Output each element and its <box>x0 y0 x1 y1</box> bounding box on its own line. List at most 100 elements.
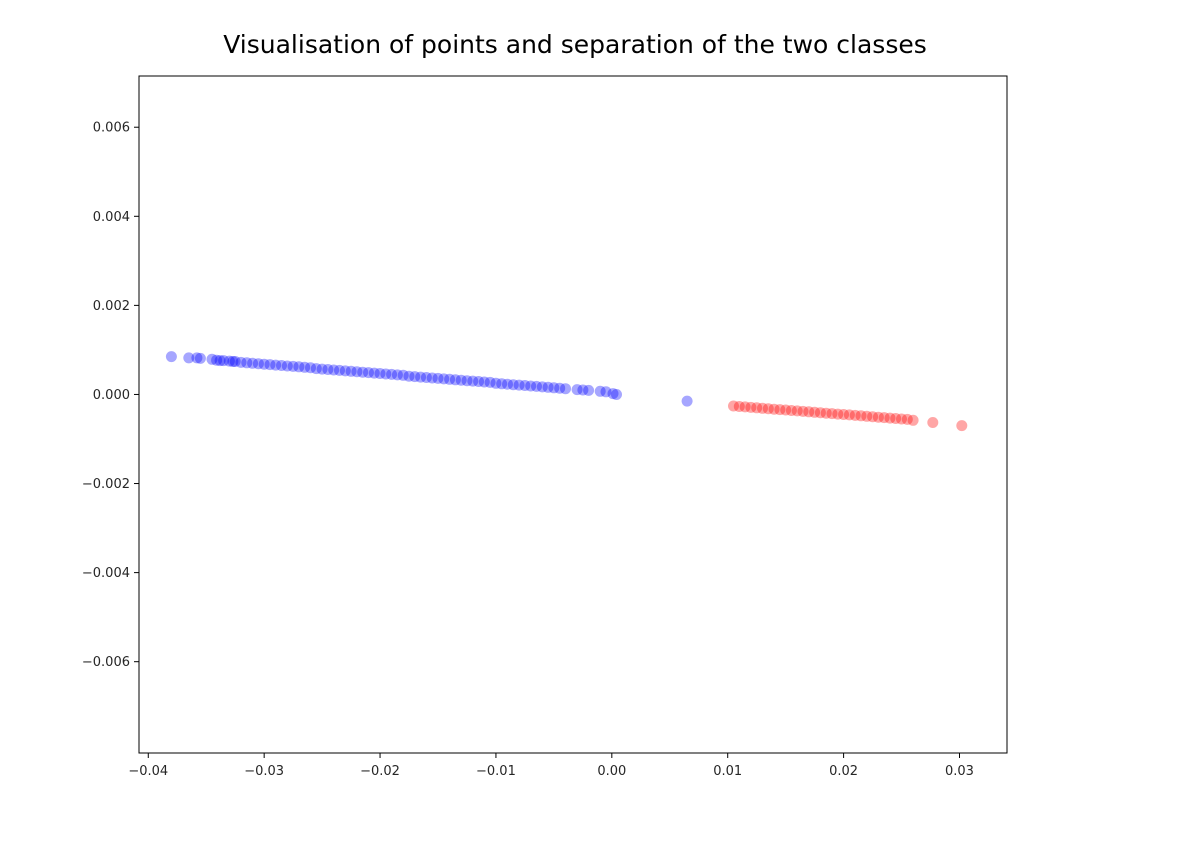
data-point-series-1 <box>397 369 409 381</box>
data-point-series-1 <box>611 389 622 400</box>
data-point-series-1 <box>305 362 316 374</box>
data-point-series-1 <box>432 372 444 384</box>
x-tick-label: 0.03 <box>945 764 974 779</box>
points-layer <box>165 351 968 432</box>
data-point-series-1 <box>496 378 508 390</box>
data-point-series-1 <box>310 363 322 375</box>
data-point-series-1 <box>345 365 357 377</box>
data-point-series-1 <box>368 367 380 379</box>
data-point-series-1 <box>351 366 363 378</box>
data-point-series-1 <box>281 360 293 372</box>
data-point-series-1 <box>218 355 230 367</box>
data-point-series-1 <box>386 368 398 380</box>
data-point-series-2 <box>768 403 780 415</box>
x-tick-label: 0.00 <box>597 764 626 779</box>
x-tick-label: −0.03 <box>244 764 284 779</box>
data-point-series-2 <box>797 405 809 417</box>
data-point-series-1 <box>293 361 305 373</box>
data-point-series-1 <box>577 384 589 396</box>
data-point-series-1 <box>403 370 415 382</box>
data-point-series-2 <box>814 407 826 419</box>
y-tick-label: 0.002 <box>93 299 130 314</box>
data-point-series-1 <box>536 381 548 393</box>
data-point-series-1 <box>357 366 369 378</box>
data-point-series-2 <box>832 408 844 420</box>
y-tick-label: −0.006 <box>82 655 130 670</box>
data-point-series-1 <box>374 368 386 379</box>
data-point-series-1 <box>525 380 537 392</box>
data-point-series-1 <box>339 365 351 377</box>
data-point-series-1 <box>322 364 334 375</box>
data-point-series-1 <box>328 364 340 376</box>
data-point-series-2 <box>901 413 913 425</box>
data-point-series-1 <box>560 383 571 395</box>
data-point-series-2 <box>774 404 786 416</box>
data-point-series-1 <box>223 355 235 367</box>
data-point-series-2 <box>757 402 768 414</box>
data-point-series-2 <box>809 406 821 418</box>
y-tick-label: 0.004 <box>93 210 130 225</box>
data-point-series-1 <box>380 368 392 380</box>
data-point-series-1 <box>252 358 264 370</box>
x-axis-ticks: −0.04 −0.03 −0.02 −0.01 0.00 0.01 0.02 0.03 <box>128 753 974 779</box>
data-point-series-2 <box>838 409 850 420</box>
data-point-series-1 <box>455 374 467 386</box>
x-tick-label: −0.04 <box>128 764 168 779</box>
data-point-series-2 <box>803 406 815 418</box>
data-point-series-1 <box>227 356 239 367</box>
data-point-series-1 <box>594 385 606 397</box>
data-point-series-1 <box>247 357 259 369</box>
data-point-series-2 <box>867 411 879 423</box>
data-point-series-1 <box>600 386 612 398</box>
data-point-series-1 <box>299 361 311 373</box>
data-point-series-2 <box>826 408 838 420</box>
data-point-series-1 <box>270 359 282 371</box>
data-point-series-2 <box>872 411 884 423</box>
data-point-series-1 <box>571 384 583 396</box>
y-tick-label: −0.002 <box>82 477 130 492</box>
data-point-series-2 <box>791 405 803 417</box>
data-point-series-2 <box>733 401 745 412</box>
data-point-series-2 <box>820 407 832 419</box>
chart-title: Visualisation of points and separation o… <box>223 30 927 59</box>
data-point-series-1 <box>554 382 566 394</box>
data-point-series-1 <box>490 377 502 389</box>
data-point-series-1 <box>420 372 432 383</box>
y-tick-label: 0.000 <box>93 388 130 403</box>
data-point-series-1 <box>583 384 595 396</box>
data-point-series-2 <box>896 413 907 425</box>
data-point-series-1 <box>165 351 177 363</box>
data-point-series-1 <box>214 355 226 367</box>
data-point-series-1 <box>531 380 542 392</box>
data-point-series-1 <box>211 354 223 366</box>
data-point-series-1 <box>235 356 247 368</box>
data-point-series-1 <box>513 379 525 391</box>
x-tick-label: 0.02 <box>829 764 858 779</box>
data-point-series-2 <box>780 404 792 416</box>
data-point-series-1 <box>438 373 450 385</box>
data-point-series-1 <box>461 375 473 387</box>
data-point-series-1 <box>449 374 461 386</box>
data-point-series-1 <box>391 369 403 381</box>
data-point-series-1 <box>194 352 206 364</box>
data-point-series-2 <box>956 420 968 432</box>
y-axis-ticks: 0.006 0.004 0.002 0.000 −0.002 −0.004 −0.006 <box>82 121 139 670</box>
x-tick-label: −0.02 <box>360 764 400 779</box>
data-point-series-2 <box>861 410 873 422</box>
data-point-series-2 <box>762 403 774 415</box>
data-point-series-2 <box>751 402 763 414</box>
x-tick-label: −0.01 <box>476 764 516 779</box>
data-point-series-2 <box>728 400 739 412</box>
data-point-series-1 <box>191 352 203 364</box>
plot-frame <box>138 75 1008 754</box>
data-point-series-1 <box>229 356 241 367</box>
data-point-series-1 <box>542 381 554 393</box>
data-point-series-1 <box>507 379 519 391</box>
data-point-series-1 <box>415 371 427 383</box>
data-point-series-2 <box>849 409 861 421</box>
data-point-series-1 <box>206 353 218 365</box>
data-point-series-1 <box>467 375 479 387</box>
data-point-series-1 <box>444 373 456 385</box>
data-point-series-1 <box>258 358 270 370</box>
